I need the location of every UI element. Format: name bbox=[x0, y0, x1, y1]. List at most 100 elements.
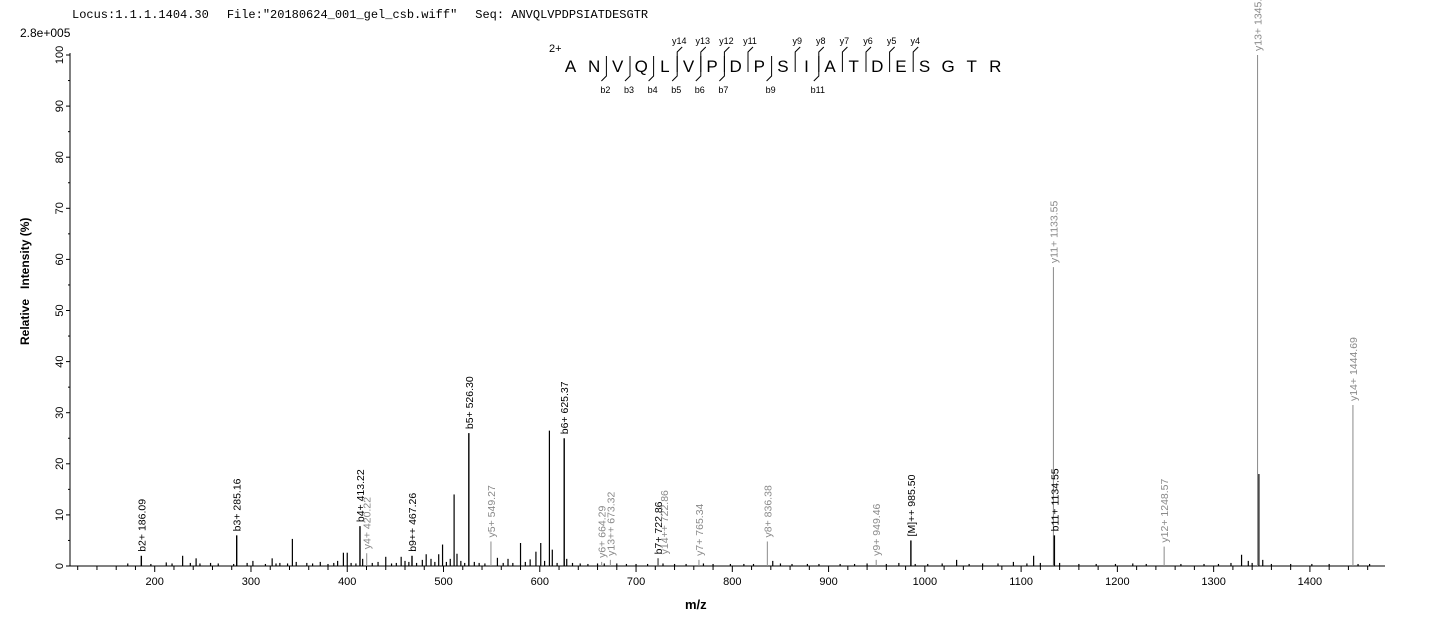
peak-label: y13+ 1345.62 bbox=[1253, 0, 1265, 51]
residue-letter: I bbox=[804, 57, 810, 76]
residue-letter: A bbox=[565, 57, 577, 76]
residue-letter: L bbox=[660, 57, 670, 76]
residue-letter: G bbox=[941, 57, 955, 76]
residue-letter: S bbox=[919, 57, 931, 76]
x-tick-label: 300 bbox=[242, 576, 260, 588]
b-ion-marker bbox=[671, 56, 678, 82]
x-tick-label: 500 bbox=[434, 576, 452, 588]
y-axis-label: Relative Intensity (%) bbox=[18, 218, 32, 345]
peak-label: [M]++ 985.50 bbox=[906, 474, 918, 536]
b-ion-label: b9 bbox=[766, 85, 776, 95]
peak-label: b11+ 1134.55 bbox=[1049, 468, 1061, 531]
b-ion-marker bbox=[766, 56, 773, 82]
x-tick-label: 700 bbox=[627, 576, 645, 588]
residue-letter: A bbox=[824, 57, 836, 76]
peak-label: y6+ 664.29 bbox=[597, 505, 609, 557]
y-ion-marker bbox=[794, 46, 801, 72]
y-tick-label: 100 bbox=[54, 46, 66, 64]
b-ion-label: b5 bbox=[671, 85, 681, 95]
peak-label: y14++ 722.86 bbox=[659, 490, 671, 554]
residue-letter: D bbox=[730, 57, 743, 76]
peak-label: b4+ 413.22 bbox=[355, 469, 367, 522]
y-ion-label: y8 bbox=[816, 36, 826, 46]
b-ion-marker bbox=[601, 56, 607, 82]
residue-letter: D bbox=[871, 57, 884, 76]
x-axis: 200 300 400 500 600 700 800 900 1000 1100 1200 1300… bbox=[70, 565, 1385, 588]
y-ion-marker bbox=[841, 46, 848, 72]
b-ion-marker bbox=[719, 56, 725, 82]
peak-label: y14+ 1444.69 bbox=[1348, 337, 1360, 401]
y-tick-label: 80 bbox=[54, 151, 66, 163]
y-ion-label: y12 bbox=[719, 36, 734, 46]
b-ion-label: b4 bbox=[648, 85, 658, 95]
x-tick-label: 200 bbox=[146, 576, 164, 588]
y-ion-marker bbox=[865, 46, 872, 72]
residue-letter: V bbox=[683, 57, 695, 76]
y-tick-label: 90 bbox=[54, 100, 66, 112]
y-tick-label: 30 bbox=[54, 407, 66, 419]
residue-letter: E bbox=[895, 57, 907, 76]
y-ion-label: y11 bbox=[743, 36, 757, 46]
y-ion-marker bbox=[747, 46, 754, 72]
residue-letter: T bbox=[849, 57, 860, 76]
x-tick-label: 400 bbox=[338, 576, 356, 588]
y-tick-label: 50 bbox=[54, 304, 66, 316]
peak-label: y7+ 765.34 bbox=[694, 503, 706, 555]
peak-label: y9+ 949.46 bbox=[871, 503, 883, 555]
b-ion-label: b11 bbox=[811, 85, 825, 95]
peak-label: b2+ 186.09 bbox=[136, 499, 148, 552]
charge-state-label: 2+ bbox=[549, 43, 562, 55]
peak-label: b9++ 467.26 bbox=[407, 493, 419, 552]
residue-letter: R bbox=[989, 57, 1002, 76]
peak-label: b5+ 526.30 bbox=[464, 376, 476, 429]
y-ion-marker bbox=[723, 46, 730, 72]
file-label: File:"20180624_001_gel_csb.wiff" bbox=[226, 8, 458, 22]
b-ion-marker bbox=[695, 56, 702, 82]
y-tick-label: 40 bbox=[54, 355, 66, 367]
peak-label: y4+ 420.22 bbox=[362, 497, 374, 549]
residue-letter: V bbox=[612, 57, 624, 76]
b-ion-marker bbox=[813, 56, 820, 82]
peak-label: b6+ 625.37 bbox=[559, 381, 571, 434]
y-ion-label: y13 bbox=[696, 36, 711, 46]
x-tick-label: 1000 bbox=[913, 576, 937, 588]
y-ion-label: y5 bbox=[887, 36, 897, 46]
y-ion-marker bbox=[818, 46, 825, 72]
y-tick-label: 20 bbox=[54, 458, 66, 470]
y-axis: 0 10 20 30 40 50 60 70 80 90 100 bbox=[54, 46, 71, 569]
b-ion-label: b3 bbox=[624, 85, 634, 95]
peak-label: y8+ 836.38 bbox=[762, 485, 774, 537]
residue-letter: T bbox=[967, 57, 978, 76]
y-tick-label: 70 bbox=[54, 202, 66, 214]
peak-label: y12+ 1248.57 bbox=[1159, 478, 1171, 542]
y-ion-label: y7 bbox=[840, 36, 850, 46]
intensity-scale-label: 2.8e+005 bbox=[20, 26, 71, 40]
y-ion-label: y6 bbox=[863, 36, 873, 46]
y-tick-label: 10 bbox=[54, 509, 66, 521]
sequence-map: 2+A N V Q L V P D P S I A T D E S G T Rb2 b3 b4 b5 b6 b7 b9 b11y1… bbox=[549, 36, 1002, 95]
peak-label: y13++ 673.32 bbox=[605, 491, 617, 555]
x-tick-label: 600 bbox=[531, 576, 549, 588]
residue-letter: P bbox=[706, 57, 718, 76]
y-ion-marker bbox=[700, 46, 707, 72]
peak-label: b3+ 285.16 bbox=[232, 478, 244, 531]
y-ion-marker bbox=[676, 46, 683, 72]
peak-label: y11+ 1133.55 bbox=[1048, 201, 1060, 264]
peaks-group bbox=[127, 55, 1371, 566]
b-ion-marker bbox=[624, 56, 631, 82]
spectrum-header: Locus:1.1.1.1404.30 File:"20180624_001_ge… bbox=[72, 8, 666, 22]
residue-letter: Q bbox=[635, 57, 649, 76]
b-ion-label: b2 bbox=[600, 85, 610, 95]
x-tick-label: 800 bbox=[723, 576, 741, 588]
y-ion-label: y14 bbox=[672, 36, 687, 46]
peak-label: y5+ 549.27 bbox=[486, 485, 498, 537]
x-tick-label: 900 bbox=[819, 576, 837, 588]
residue-letter: N bbox=[588, 57, 601, 76]
x-tick-label: 1300 bbox=[1201, 576, 1225, 588]
x-tick-label: 1100 bbox=[1009, 576, 1033, 588]
y-tick-label: 0 bbox=[54, 563, 66, 569]
sequence-label: Seq: ANVQLVPDPSIATDESGTR bbox=[475, 8, 649, 22]
x-tick-label: 1400 bbox=[1298, 576, 1322, 588]
